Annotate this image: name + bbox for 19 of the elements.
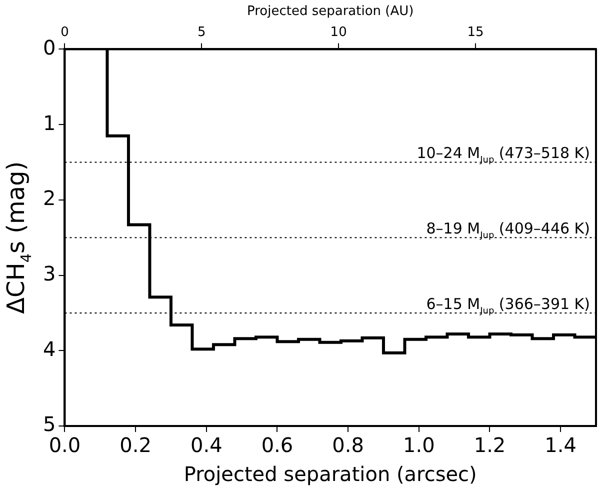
y-axis-title: ΔCH4s (mag) [2, 161, 36, 314]
x2-tick-label: 5 [198, 24, 206, 40]
x-tick-label: 1.4 [544, 433, 576, 458]
y-tick-label: 3 [42, 261, 56, 286]
y-tick-label: 1 [42, 110, 56, 135]
x-tick-label: 0.6 [261, 433, 294, 458]
x2-tick-label: 0 [60, 24, 69, 40]
x-axis-title: Projected separation (arcsec) [184, 462, 477, 486]
y-tick-label: 0 [42, 35, 56, 60]
x2-tick-label: 15 [467, 24, 484, 40]
y-tick-label: 4 [42, 336, 56, 361]
x-tick-label: 1.2 [474, 433, 506, 458]
y-tick-label: 2 [42, 186, 56, 210]
x-tick-label: 0.4 [190, 433, 222, 458]
x2-axis-title: Projected separation (AU) [246, 4, 414, 20]
x-tick-label: 0.8 [332, 433, 364, 458]
x2-tick-label: 10 [330, 24, 347, 40]
x-tick-label: 0.2 [120, 433, 152, 458]
x-tick-label: 1.0 [403, 433, 435, 458]
